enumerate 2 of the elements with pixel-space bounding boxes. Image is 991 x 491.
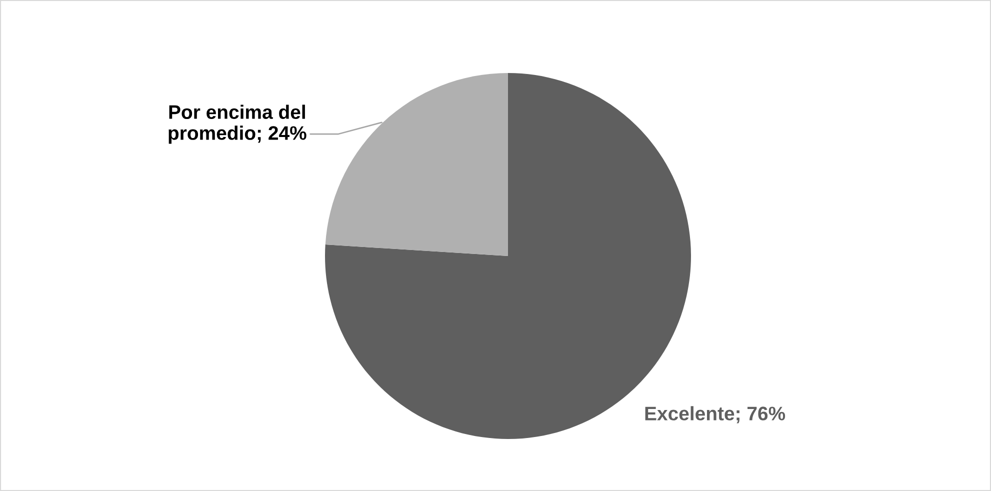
- slice-label: Por encima del promedio; 24%: [168, 104, 306, 144]
- slice-label: Excelente; 76%: [645, 406, 786, 424]
